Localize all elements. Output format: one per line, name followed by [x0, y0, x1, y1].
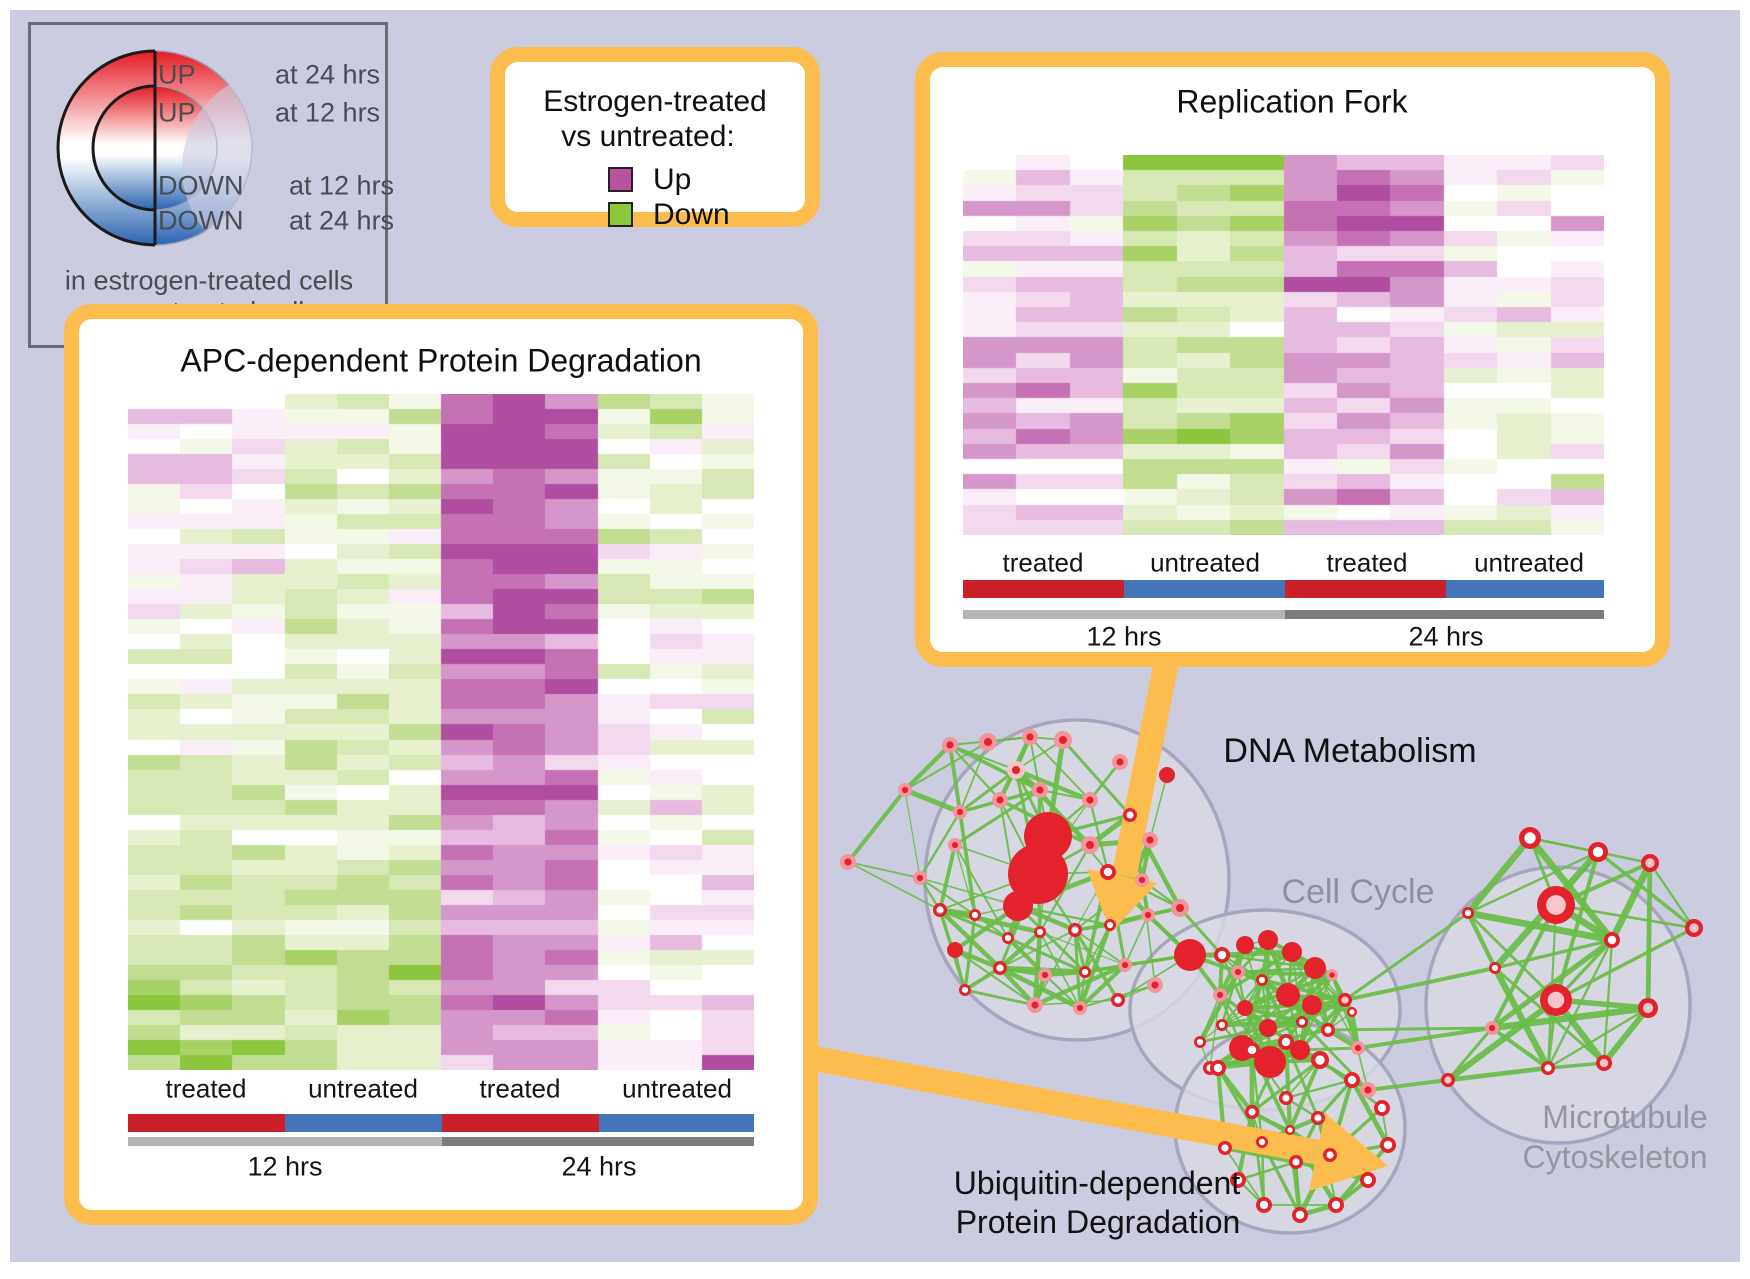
dial-time-24-outer: at 24 hrs: [275, 59, 381, 90]
up-swatch-label: Up: [653, 163, 692, 196]
color-legend-title-line1: Estrogen-treated: [543, 85, 767, 118]
dial-label-up-outer: UP: [158, 59, 196, 90]
replication-fork-heatmap: [963, 155, 1604, 535]
down-swatch-label: Down: [653, 198, 730, 231]
apc-untreated-bar-1: [285, 1114, 442, 1132]
rf-col-group-label: untreated: [1150, 547, 1260, 578]
apc-treated-bar-1: [128, 1114, 285, 1132]
apc-col-group-label: untreated: [622, 1073, 732, 1104]
rf-12hrs-label: 12 hrs: [1086, 621, 1162, 652]
apc-title: APC-dependent Protein Degradation: [180, 342, 702, 379]
apc-12hrs-label: 12 hrs: [247, 1151, 323, 1182]
apc-heatmap: [128, 394, 754, 1070]
updown-dial-icon: [56, 25, 385, 345]
up-color-swatch: [608, 167, 633, 192]
apc-12hrs-bar: [128, 1137, 442, 1146]
dial-label-up-inner: UP: [158, 97, 196, 128]
rf-col-group-label: treated: [1002, 547, 1084, 578]
apc-col-group-label: untreated: [308, 1073, 418, 1104]
rf-treated-bar-2: [1285, 580, 1446, 598]
dial-label-down-inner: DOWN: [158, 170, 244, 201]
apc-col-group-label: treated: [165, 1073, 247, 1104]
dial-time-12-inner: at 12 hrs: [275, 97, 381, 128]
apc-untreated-bar-2: [599, 1114, 754, 1132]
apc-panel: APC-dependent Protein Degradation treate…: [64, 304, 818, 1225]
rf-untreated-bar-2: [1446, 580, 1604, 598]
dial-label-down-outer: DOWN: [158, 205, 244, 236]
replication-fork-panel: Replication Fork treated untreated treat…: [915, 52, 1670, 667]
down-color-swatch: [608, 202, 633, 227]
rf-treated-bar-1: [963, 580, 1124, 598]
apc-24hrs-bar: [442, 1137, 754, 1146]
rf-12hrs-bar: [963, 610, 1285, 619]
rf-col-group-label: untreated: [1474, 547, 1584, 578]
dial-time-24-lower: at 24 hrs: [289, 205, 395, 236]
dial-time-12-lower: at 12 hrs: [289, 170, 395, 201]
replication-fork-title: Replication Fork: [1176, 83, 1408, 120]
rf-untreated-bar-1: [1124, 580, 1285, 598]
rf-24hrs-label: 24 hrs: [1408, 621, 1484, 652]
updown-legend-box: UP at 24 hrs UP at 12 hrs DOWN at 12 hrs…: [28, 22, 394, 348]
rf-col-group-label: treated: [1326, 547, 1408, 578]
apc-col-group-label: treated: [479, 1073, 561, 1104]
dial-caption-line1: in estrogen-treated cells: [64, 265, 354, 296]
updown-color-legend: Estrogen-treated vs untreated: Up Down: [490, 47, 820, 231]
apc-24hrs-label: 24 hrs: [561, 1151, 637, 1182]
rf-24hrs-bar: [1285, 610, 1604, 619]
color-legend-title-line2: vs untreated:: [561, 120, 735, 153]
apc-treated-bar-2: [442, 1114, 599, 1132]
